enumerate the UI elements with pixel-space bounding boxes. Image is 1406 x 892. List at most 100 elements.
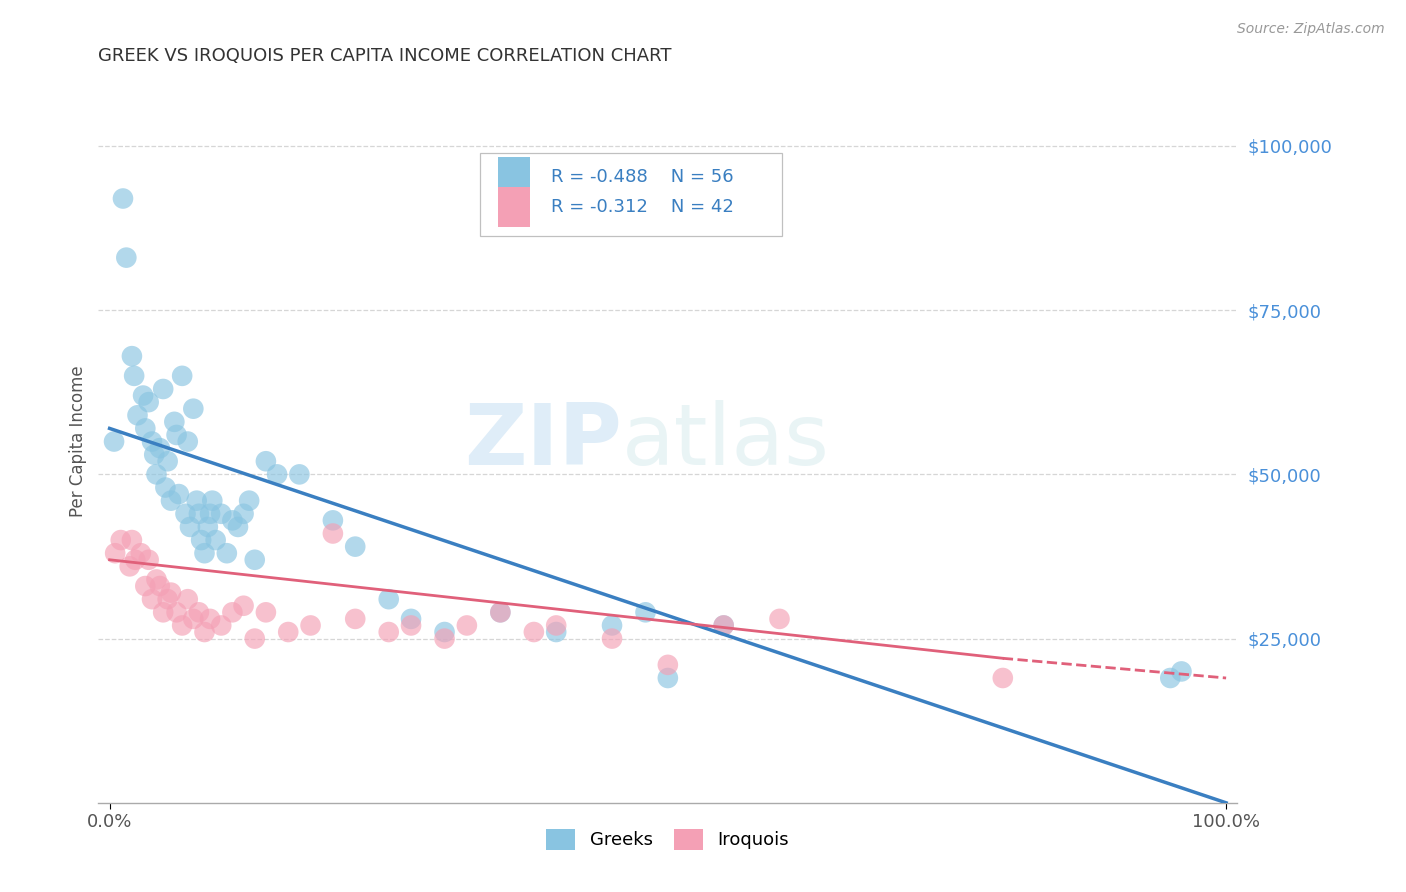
Point [1159,671,1181,685]
Point [546,625,568,640]
Point [243,632,266,646]
Point [127,409,149,423]
Point [226,520,249,534]
Point [134,579,156,593]
Y-axis label: Per Capita Income: Per Capita Income [69,366,87,517]
Text: atlas: atlas [623,400,831,483]
Text: GREEK VS IROQUOIS PER CAPITA INCOME CORRELATION CHART: GREEK VS IROQUOIS PER CAPITA INCOME CORR… [98,47,672,65]
Point [600,632,623,646]
Point [156,454,179,468]
Point [186,493,208,508]
Point [167,487,190,501]
Point [377,592,399,607]
Point [657,657,679,672]
Point [110,533,132,547]
Point [221,605,243,619]
Point [104,546,127,560]
Point [121,533,143,547]
Point [138,553,160,567]
Point [129,546,152,560]
FancyBboxPatch shape [498,157,530,196]
Point [121,349,143,363]
Point [166,605,188,619]
Point [172,368,194,383]
Point [991,671,1014,685]
Point [177,592,200,607]
Point [183,612,205,626]
Point [523,625,546,640]
Point [141,434,163,449]
FancyBboxPatch shape [479,153,782,235]
Point [433,625,456,640]
Point [122,368,145,383]
Point [489,605,512,619]
Point [209,618,232,632]
FancyBboxPatch shape [498,187,530,227]
Point [143,448,166,462]
Point [183,401,205,416]
Point [111,192,134,206]
Point [197,520,219,534]
Point [399,618,422,632]
Point [634,605,657,619]
Point [190,533,212,547]
Point [187,605,209,619]
Text: ZIP: ZIP [464,400,623,483]
Point [399,612,422,626]
Point [299,618,322,632]
Point [221,513,243,527]
Point [254,605,277,619]
Point [155,481,177,495]
Point [163,415,186,429]
Point [768,612,790,626]
Point [149,579,172,593]
Point [456,618,478,632]
Point [204,533,226,547]
Point [215,546,238,560]
Point [657,671,679,685]
Legend: Greeks, Iroquois: Greeks, Iroquois [537,820,799,859]
Point [232,599,254,613]
Point [174,507,197,521]
Text: R = -0.488    N = 56: R = -0.488 N = 56 [551,168,733,186]
Point [344,540,367,554]
Point [152,382,174,396]
Text: Source: ZipAtlas.com: Source: ZipAtlas.com [1237,22,1385,37]
Point [209,507,232,521]
Point [198,612,221,626]
Point [156,592,179,607]
Point [713,618,735,632]
Point [124,553,146,567]
Point [118,559,141,574]
Point [344,612,367,626]
Point [266,467,288,482]
Point [243,553,266,567]
Point [166,428,188,442]
Point [377,625,399,640]
Point [138,395,160,409]
Point [141,592,163,607]
Point [103,434,125,449]
Point [288,467,311,482]
Point [277,625,299,640]
Point [713,618,735,632]
Point [152,605,174,619]
Point [600,618,623,632]
Point [145,573,167,587]
Point [160,493,183,508]
Point [201,493,224,508]
Point [238,493,260,508]
Point [172,618,194,632]
Point [433,632,456,646]
Point [115,251,138,265]
Point [187,507,209,521]
Point [179,520,201,534]
Point [546,618,568,632]
Point [193,546,215,560]
Point [134,421,156,435]
Point [254,454,277,468]
Point [322,526,344,541]
Point [193,625,215,640]
Point [149,441,172,455]
Text: R = -0.312    N = 42: R = -0.312 N = 42 [551,198,734,216]
